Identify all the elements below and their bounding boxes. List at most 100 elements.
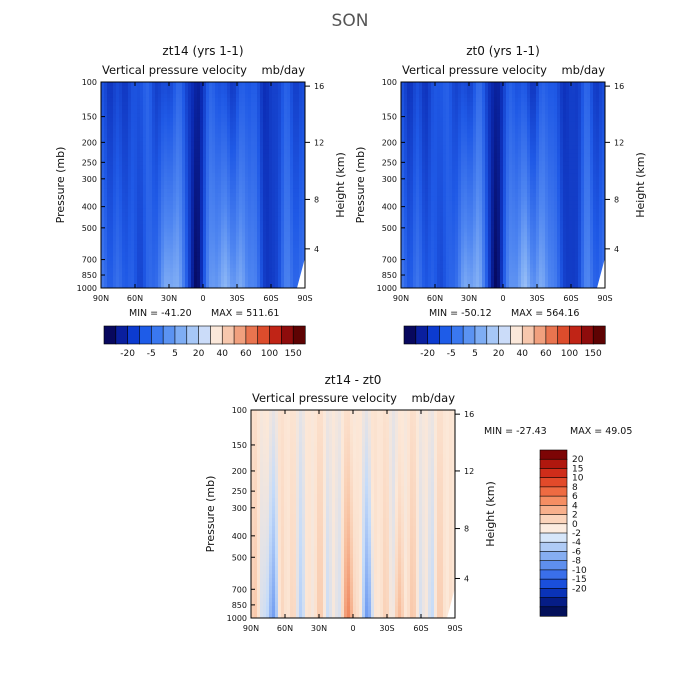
field-cell [290,169,294,174]
field-cell [137,264,141,269]
field-cell [185,240,189,245]
field-cell [194,109,198,115]
field-cell [167,129,171,134]
field-cell [122,240,126,245]
field-cell [443,97,447,103]
field-cell [437,276,441,281]
field-cell [455,212,459,218]
field-cell [479,113,483,119]
field-cell [407,272,411,277]
field-cell [437,244,441,249]
field-cell [233,192,237,198]
field-cell [260,129,264,134]
field-cell [407,109,411,115]
field-cell [419,244,423,249]
field-cell [416,276,420,281]
field-cell [125,236,129,241]
field-cell [416,220,420,226]
field-cell [140,153,144,158]
field-cell [134,109,138,115]
field-cell [131,196,135,202]
field-cell [137,240,141,245]
field-cell [206,117,210,123]
field-cell [419,157,423,162]
field-cell [425,244,429,249]
field-cell [446,93,450,99]
field-cell [437,109,441,115]
field-cell [278,109,282,115]
field-cell [260,276,264,281]
field-cell [272,181,276,186]
field-cell [152,145,156,150]
field-cell [194,85,198,91]
field-cell [131,216,135,222]
field-cell [296,93,300,99]
field-cell [212,200,216,206]
field-cell [110,173,114,178]
field-cell [470,117,474,123]
field-cell [209,280,213,285]
field-cell [107,101,111,107]
field-cell [257,149,261,154]
field-cell [248,133,252,138]
field-cell [290,133,294,138]
field-cell [272,137,276,142]
field-cell [248,240,252,245]
field-cell [191,236,195,241]
field-cell [269,228,273,233]
field-cell [227,196,231,202]
field-cell [191,161,195,166]
field-cell [131,192,135,198]
field-cell [119,141,123,146]
field-cell [161,185,165,190]
field-cell [251,85,255,91]
field-cell [437,133,441,138]
field-cell [218,280,222,285]
y-tick-label: 400 [82,203,97,212]
field-cell [134,105,138,111]
field-cell [452,200,456,206]
field-cell [158,268,162,273]
field-cell [128,121,132,126]
field-cell [278,212,282,218]
field-cell [299,232,303,237]
colorbar-label: 150 [285,349,302,359]
field-cell [215,101,219,107]
field-cell [146,232,150,237]
field-cell [101,196,105,202]
field-cell [302,240,305,245]
field-cell [278,117,282,123]
field-cell [446,188,450,194]
field-cell [125,173,129,178]
field-cell [173,133,177,138]
field-cell [197,117,201,123]
field-cell [212,204,216,210]
field-cell [200,196,204,202]
field-cell [242,141,246,146]
field-cell [113,204,117,210]
field-cell [113,268,117,273]
field-cell [476,129,480,134]
field-cell [140,82,144,87]
field-cell [116,121,120,126]
field-cell [185,97,189,103]
field-cell [104,133,108,138]
panel-units: mb/day [561,63,605,77]
field-cell [200,85,204,91]
field-cell [281,173,285,178]
field-cell [170,192,174,198]
field-cell [254,117,258,123]
field-cell [263,97,267,103]
field-cell [473,117,477,123]
field-cell [200,105,204,111]
field-cell [287,280,291,285]
field-cell [104,141,108,146]
field-cell [266,256,270,261]
field-cell [203,101,207,107]
field-cell [437,216,441,222]
field-cell [425,284,429,288]
field-cell [152,82,156,87]
field-cell [158,101,162,107]
field-cell [260,109,264,115]
field-cell [452,208,456,214]
